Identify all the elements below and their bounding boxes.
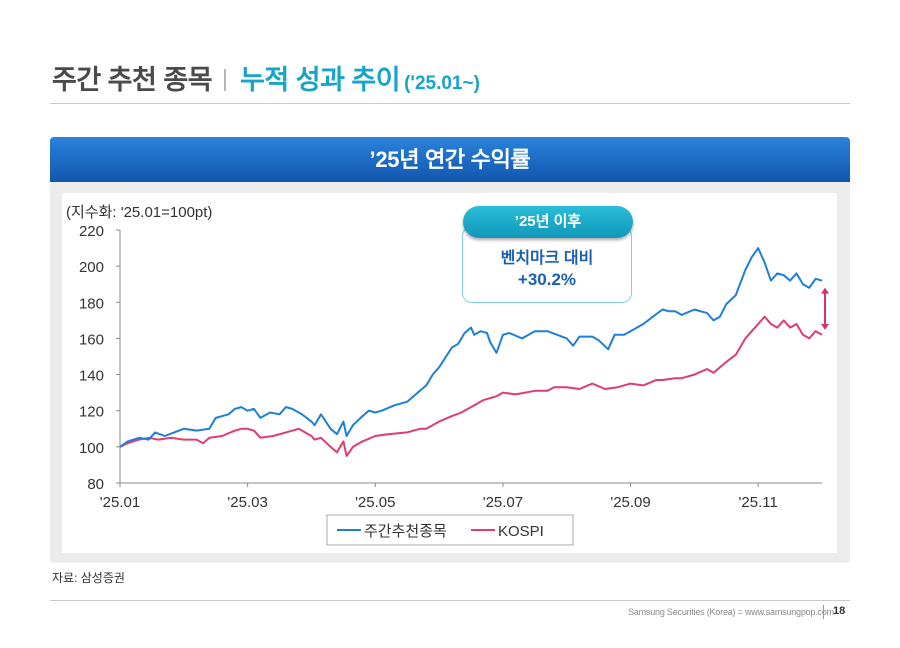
x-tick-label: '25.07 [483,494,523,511]
chart-panel: ’25년 연간 수익률 (지수화: '25.01=100pt) 80 100 120 1… [50,137,850,563]
y-tick-label: 100 [79,440,104,457]
y-tick-label: 200 [79,259,104,276]
panel-title: ’25년 연간 수익률 [50,137,850,182]
callout-pill: ’25년 이후 [463,206,633,238]
callout-box: 벤치마크 대비 +30.2% [462,226,632,303]
x-tick-label: '25.05 [355,494,395,511]
x-tick-label: '25.01 [100,494,140,511]
source-note: 자료: 삼성증권 [52,571,125,585]
callout-excess-return: +30.2% [517,270,577,289]
legend-label-kospi: KOSPI [498,523,544,540]
footer-rule [50,600,850,601]
line-chart: (지수화: '25.01=100pt) 80 100 120 140 160 180 200 2… [66,204,829,546]
y-tick-label: 120 [79,404,104,421]
y-tick-label: 140 [79,368,104,385]
y-unit-label: (지수화: '25.01=100pt) [66,204,212,221]
callout-benchmark-label: 벤치마크 대비 [500,250,594,267]
x-tick-label: '25.09 [610,494,650,511]
title-rule [50,103,850,104]
page-title: 주간 추천 종목 [52,65,213,95]
gap-arrow-head-down [821,323,829,330]
y-tick-label: 80 [87,476,104,493]
x-tick-label: '25.03 [227,494,267,511]
slide-title: 주간 추천 종목 누적 성과 추이 ('25.01~) [52,58,480,97]
gap-arrow-head-up [821,287,829,294]
y-tick-label: 220 [79,223,104,240]
y-tick-label: 180 [79,295,104,312]
y-tick-label: 160 [79,331,104,348]
legend-box [326,514,574,546]
page-number: 18 [833,605,846,617]
page-period: ('25.01~) [404,73,480,94]
legend-label-pick: 주간추천종목 [364,523,447,540]
footer-divider [823,605,824,619]
chart-area: (지수화: '25.01=100pt) 80 100 120 140 160 180 200 2… [62,193,837,553]
footer-company: Samsung Securities (Korea) = www.samsung… [628,607,834,617]
page-subtitle: 누적 성과 추이 [240,65,401,95]
title-divider [224,69,227,91]
series-line-kospi [119,315,823,457]
x-tick-label: '25.11 [739,494,778,511]
series-line-pick [119,247,823,448]
